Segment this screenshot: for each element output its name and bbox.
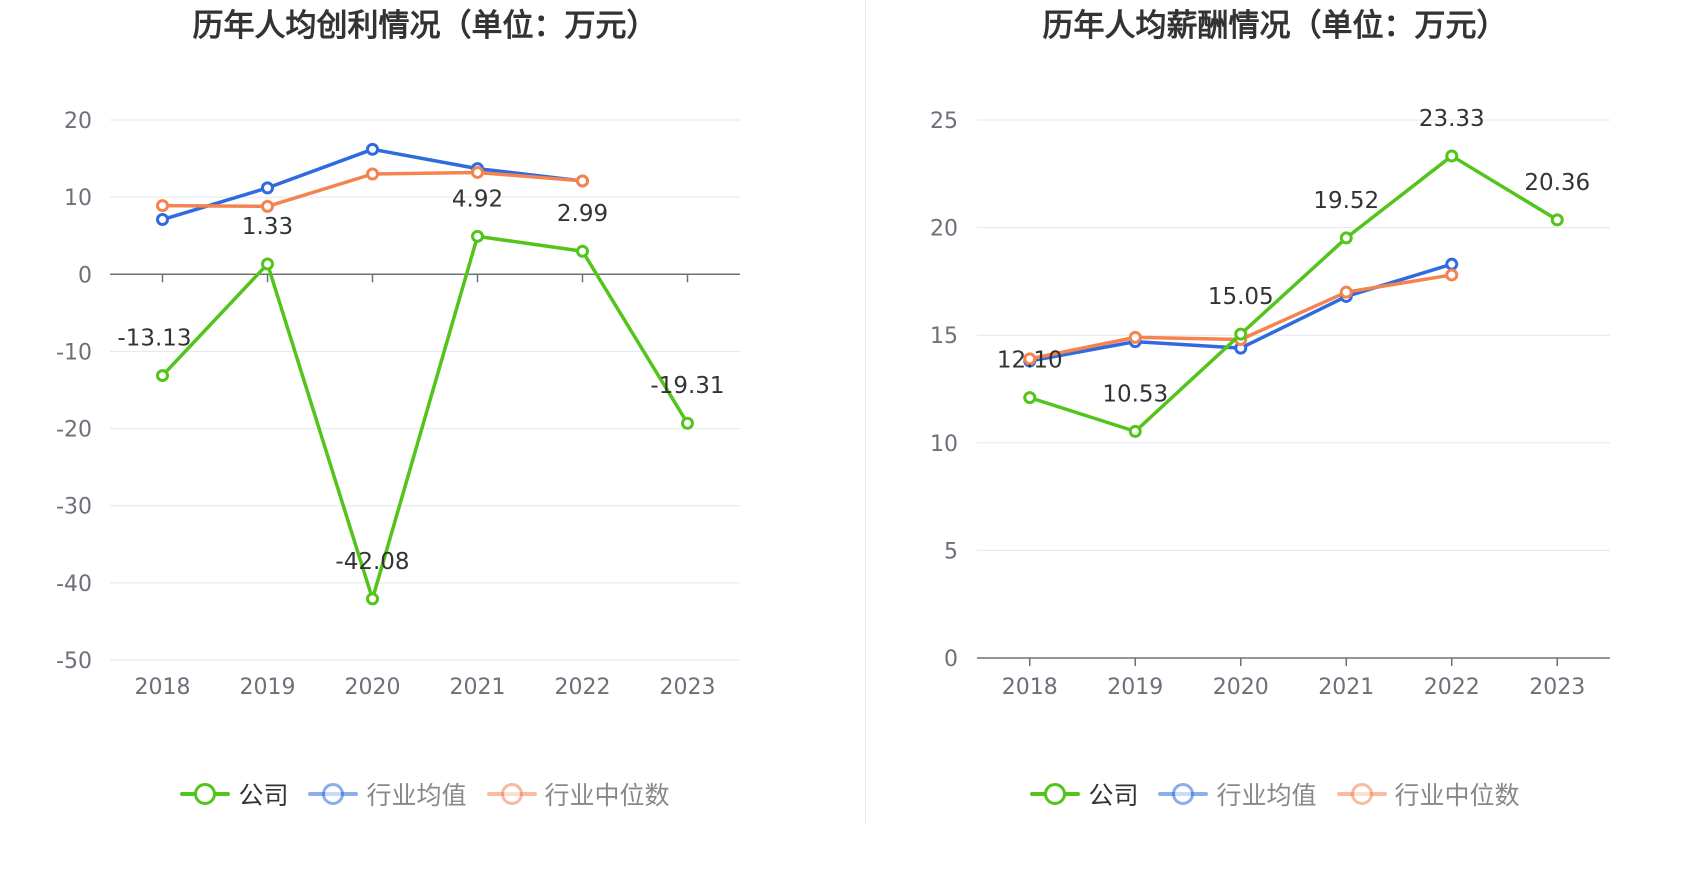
data-label: 4.92: [452, 186, 503, 212]
data-point[interactable]: [1550, 213, 1564, 227]
y-tick-label: 10: [64, 186, 92, 211]
legend-label: 公司: [1088, 781, 1139, 810]
x-tick-label: 2023: [1529, 675, 1585, 700]
data-point[interactable]: [471, 229, 484, 243]
x-tick-label: 2023: [660, 675, 716, 700]
data-point[interactable]: [576, 244, 589, 258]
chart-legend: 公司 行业均值 行业中位数: [0, 776, 850, 812]
y-tick-label: -20: [56, 418, 92, 443]
data-label: 19.52: [1313, 188, 1379, 214]
data-label: 15.05: [1208, 284, 1274, 310]
legend-item[interactable]: 行业中位数: [486, 776, 670, 812]
x-tick-label: 2022: [555, 675, 611, 700]
x-tick-label: 2019: [240, 675, 296, 700]
legend-marker-icon: [1030, 781, 1081, 807]
data-point[interactable]: [156, 369, 169, 383]
series-line-0: [161, 234, 689, 601]
profit-chart-panel: 历年人均创利情况（单位：万元） 20 10 0 -10 -20 -30 -40 -50 2018…: [0, 8, 850, 812]
x-tick-label: 2019: [1107, 675, 1163, 700]
series-line-0: [1029, 154, 1559, 434]
legend-item[interactable]: 公司: [180, 776, 288, 812]
panel-divider: [865, 0, 866, 825]
data-point[interactable]: [1023, 391, 1037, 405]
legend-marker-icon: [1158, 781, 1209, 807]
legend-item[interactable]: 行业中位数: [1336, 776, 1520, 812]
data-point[interactable]: [156, 213, 169, 227]
data-point[interactable]: [366, 142, 379, 156]
profit-line-chart: 20 10 0 -10 -20 -30 -40 -50 2018 2019 2020 2021 2022…: [56, 109, 740, 700]
chart-legend: 公司 行业均值 行业中位数: [850, 776, 1700, 812]
data-point[interactable]: [1234, 327, 1248, 341]
data-point[interactable]: [366, 592, 379, 606]
data-label: 1.33: [242, 214, 293, 240]
data-label: -13.13: [117, 326, 191, 352]
x-tick-label: 2020: [345, 675, 401, 700]
legend-label: 行业均值: [366, 781, 467, 810]
data-point[interactable]: [1445, 268, 1459, 282]
legend-item[interactable]: 行业均值: [308, 776, 467, 812]
x-tick-label: 2020: [1213, 675, 1269, 700]
y-tick-label: 20: [930, 217, 958, 242]
y-tick-label: -50: [56, 649, 92, 674]
legend-item[interactable]: 公司: [1030, 776, 1138, 812]
x-tick-label: 2021: [450, 675, 506, 700]
x-tick-label: 2021: [1318, 675, 1374, 700]
data-label: 20.36: [1524, 170, 1590, 196]
y-tick-label: 10: [930, 432, 958, 457]
data-label: 2.99: [557, 201, 608, 227]
chart-title: 历年人均薪酬情况（单位：万元）: [1042, 8, 1508, 44]
data-label: 10.53: [1102, 381, 1168, 407]
legend-marker-icon: [486, 781, 537, 807]
y-tick-label: -40: [56, 572, 92, 597]
data-point[interactable]: [1128, 424, 1142, 438]
y-tick-label: -30: [56, 495, 92, 520]
data-label: -42.08: [335, 549, 409, 575]
legend-marker-icon: [180, 781, 231, 807]
x-tick-label: 2018: [1002, 675, 1058, 700]
legend-marker-icon: [1336, 781, 1387, 807]
data-point[interactable]: [1445, 257, 1459, 271]
data-point[interactable]: [261, 199, 274, 213]
x-tick-label: 2018: [135, 675, 191, 700]
chart-title: 历年人均创利情况（单位：万元）: [192, 8, 658, 44]
data-point[interactable]: [681, 416, 694, 430]
salary-line-chart: 25 20 15 10 5 0 2018 2019 2020 2021 2022 2023 12.10 1…: [930, 106, 1610, 700]
data-label: -19.31: [650, 373, 724, 399]
series-line-1: [161, 147, 583, 222]
data-point[interactable]: [471, 165, 484, 179]
y-tick-label: 15: [930, 324, 958, 349]
data-point[interactable]: [1128, 330, 1142, 344]
y-tick-label: 0: [78, 263, 92, 288]
y-tick-label: -10: [56, 340, 92, 365]
salary-chart-panel: 历年人均薪酬情况（单位：万元） 25 20 15 10 5 0 2018 2019 2020 20…: [850, 0, 1700, 874]
data-point[interactable]: [1339, 231, 1353, 245]
data-point[interactable]: [156, 199, 169, 213]
data-point[interactable]: [1445, 149, 1459, 163]
y-tick-label: 25: [930, 109, 958, 134]
legend-marker-icon: [308, 781, 359, 807]
legend-label: 行业均值: [1216, 781, 1317, 810]
data-point[interactable]: [1339, 285, 1353, 299]
y-tick-label: 5: [944, 539, 958, 564]
data-point[interactable]: [366, 167, 379, 181]
data-label: 23.33: [1419, 106, 1485, 132]
legend-item[interactable]: 行业均值: [1158, 776, 1317, 812]
data-point[interactable]: [261, 181, 274, 195]
data-point[interactable]: [1023, 352, 1037, 366]
legend-label: 行业中位数: [544, 781, 670, 810]
data-point[interactable]: [576, 174, 589, 188]
legend-label: 行业中位数: [1394, 781, 1520, 810]
data-point[interactable]: [261, 257, 274, 271]
data-label: 12.10: [997, 348, 1063, 374]
legend-label: 公司: [238, 781, 289, 810]
x-tick-label: 2022: [1424, 675, 1480, 700]
y-tick-label: 20: [64, 109, 92, 134]
y-tick-label: 0: [944, 647, 958, 672]
